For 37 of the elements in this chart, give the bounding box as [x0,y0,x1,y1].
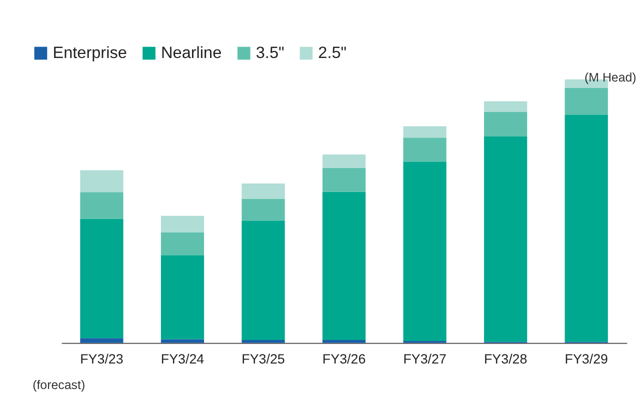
y-axis-title: (M Head) [584,70,636,84]
x-tick-label: FY3/29 [564,352,608,366]
x-tick-label: FY3/26 [322,352,366,366]
bar [160,339,204,343]
bar [160,255,204,340]
legend-label: 3.5" [256,44,285,62]
bar [242,183,285,199]
x-tick-label: FY3/28 [484,352,528,366]
bar [80,192,124,219]
bar [80,338,124,343]
bar [80,170,124,192]
legend-label: 2.5" [318,44,347,62]
legend-label: Nearline [161,44,222,62]
bar [484,112,528,137]
bar [484,101,528,112]
bar [322,340,366,343]
bar [403,162,446,342]
legend-label: Enterprise [52,44,127,62]
bar [322,154,366,168]
bar [564,88,608,115]
x-tick-label: FY3/27 [403,352,446,366]
bar [160,216,204,232]
bar [160,232,204,256]
bar [322,168,366,192]
x-tick-label: FY3/23 [80,352,124,366]
x-tick-label: FY3/25 [242,352,285,366]
bar [242,220,285,340]
bar [564,114,608,342]
x-tick-label: FY3/24 [160,352,205,366]
bar [403,138,446,162]
bar [242,340,285,343]
bar [80,218,124,338]
bar [242,198,285,221]
text: (forecast) [32,378,86,392]
bar [403,126,446,138]
bar [322,192,366,340]
bar [484,136,528,342]
